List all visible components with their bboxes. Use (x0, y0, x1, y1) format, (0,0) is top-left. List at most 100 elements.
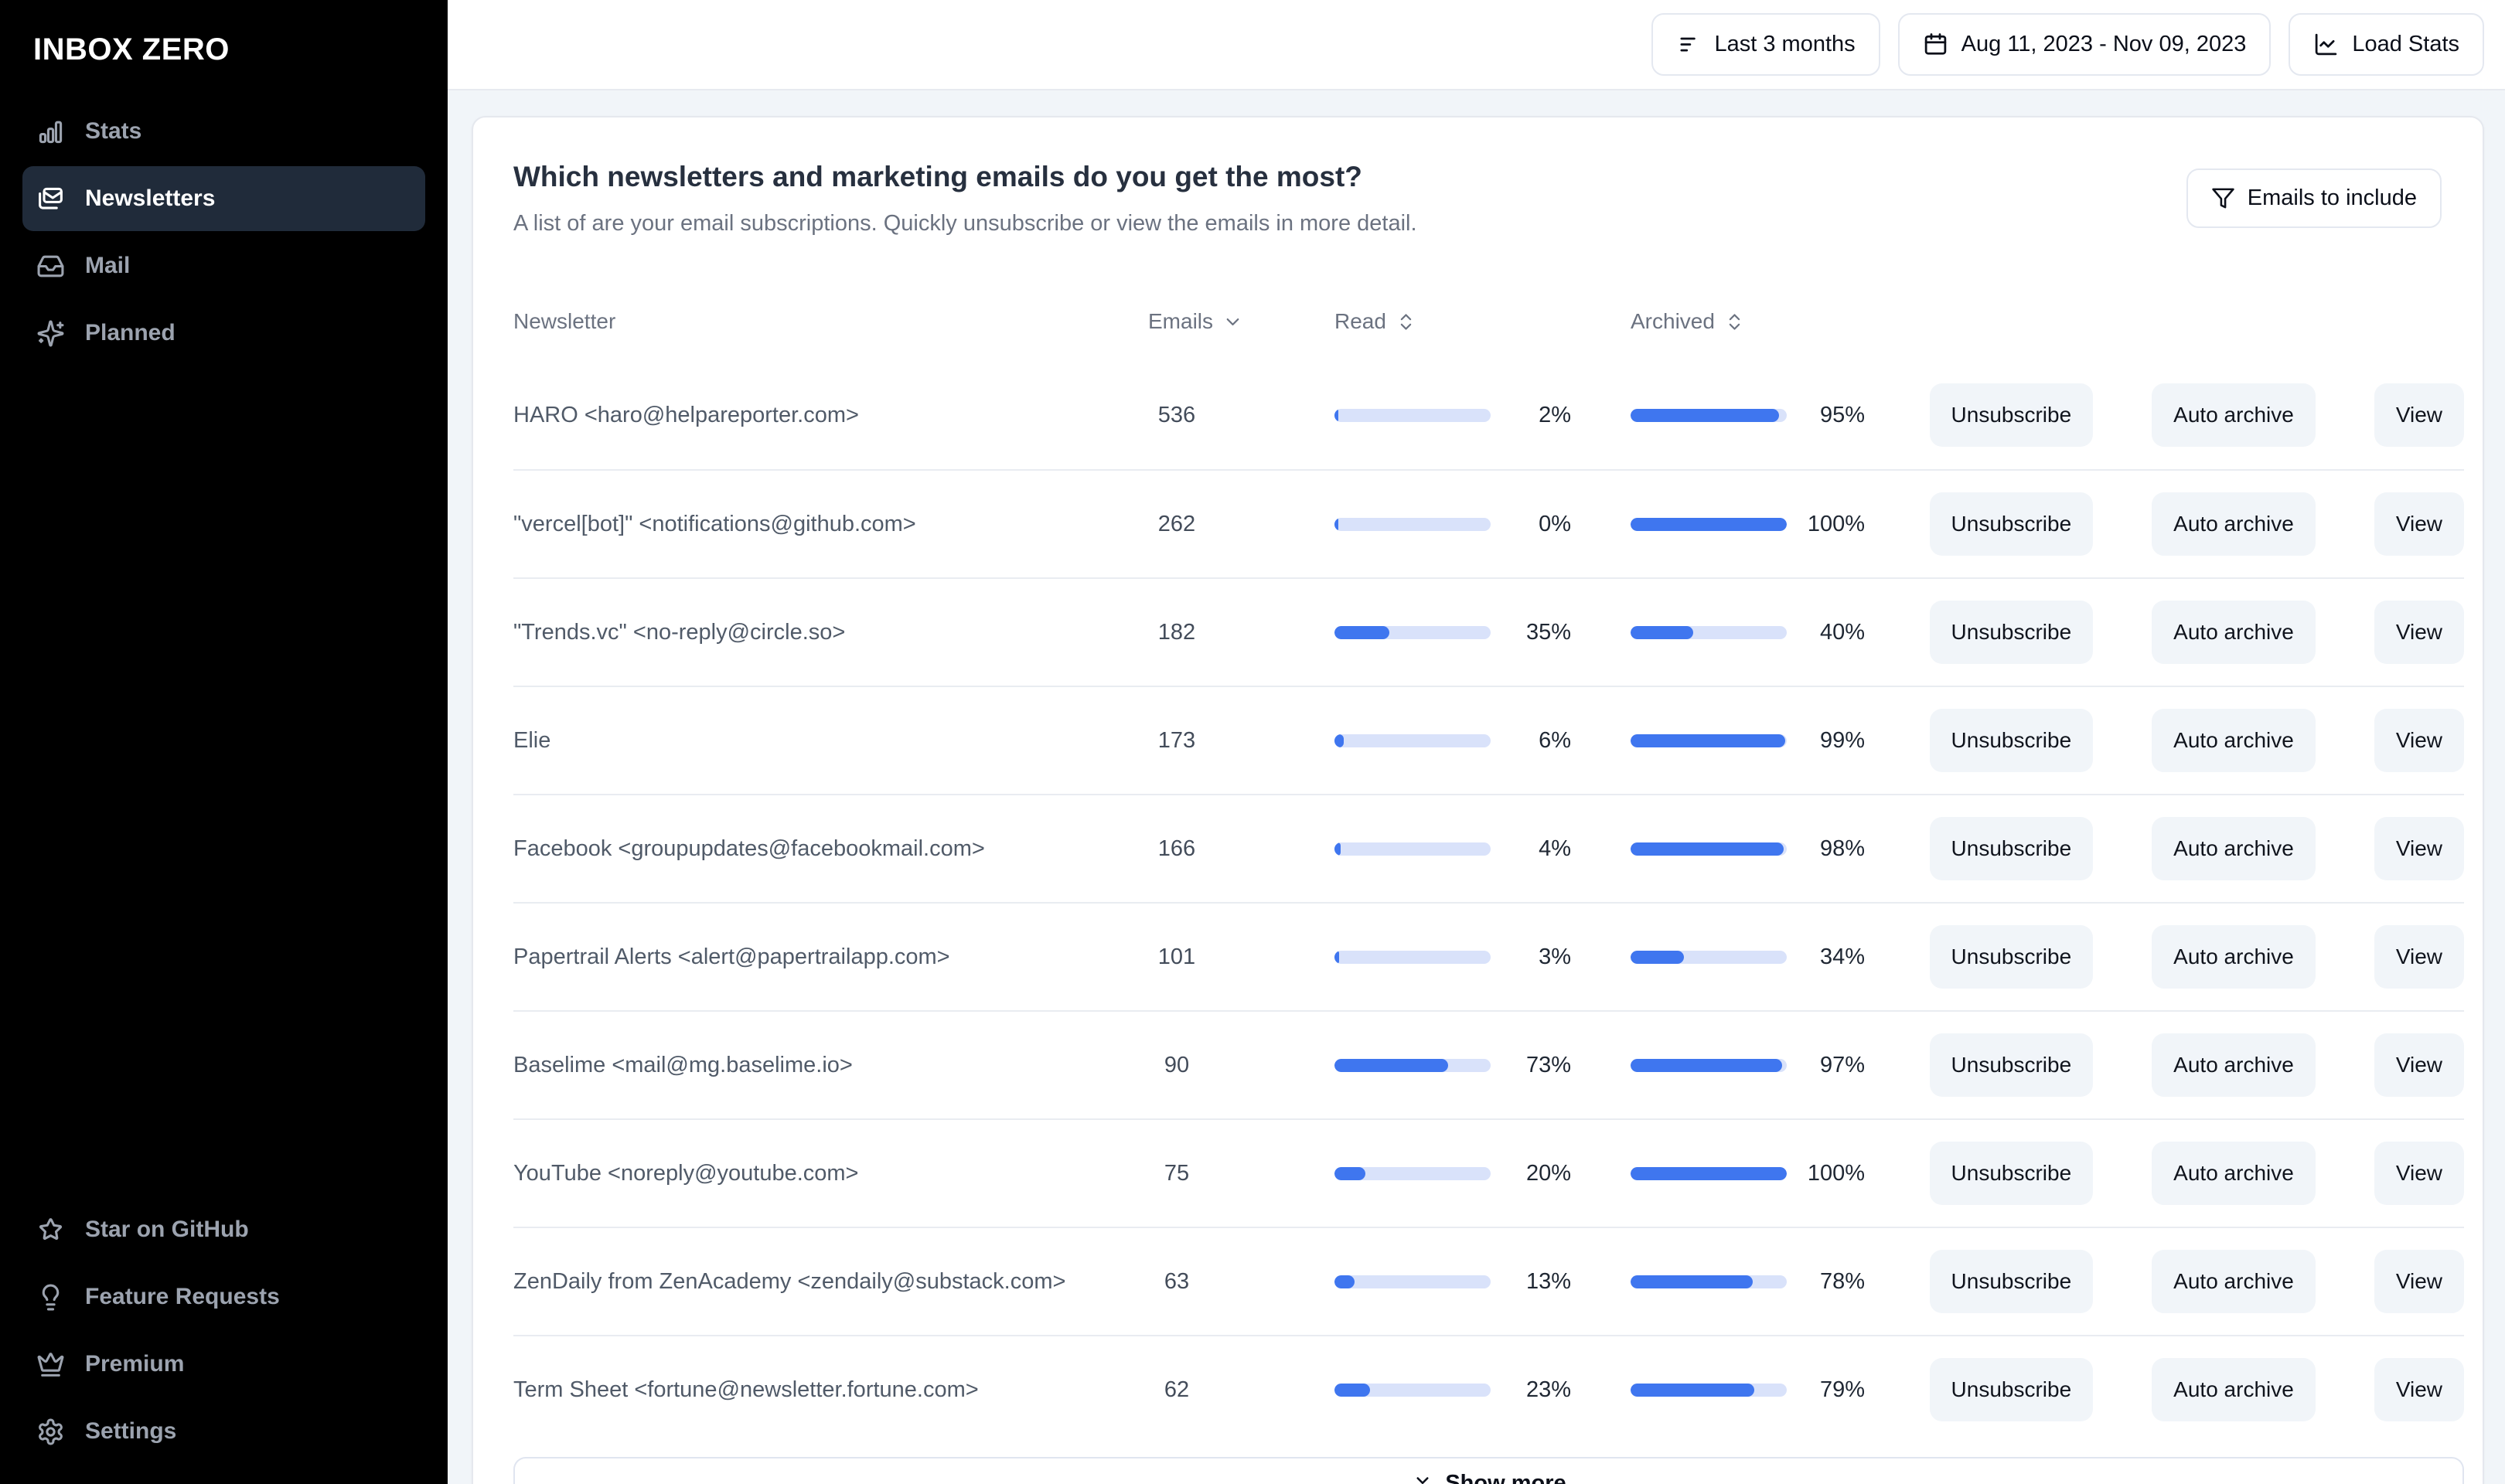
star-icon (36, 1216, 65, 1244)
unsubscribe-button[interactable]: Unsubscribe (1929, 1142, 2094, 1205)
table-row: Papertrail Alerts <alert@papertrailapp.c… (513, 902, 2464, 1010)
archived-progress-fill (1631, 408, 1779, 422)
auto-archive-button[interactable]: Auto archive (2152, 492, 2316, 556)
row-actions: Unsubscribe Auto archive View (1929, 1033, 2464, 1097)
archived-percent: 98% (1819, 836, 1865, 861)
chevrons-down-icon (1411, 1472, 1434, 1484)
emails-count: 536 (1157, 402, 1196, 427)
archived-percent: 34% (1819, 944, 1865, 969)
topbar-button-aug-11-2023-nov-09-2023[interactable]: Aug 11, 2023 - Nov 09, 2023 (1897, 13, 2272, 76)
newsletter-name: HARO <haro@helpareporter.com> (513, 402, 859, 427)
sidebar-item-feature-requests[interactable]: Feature Requests (22, 1264, 425, 1329)
read-percent: 4% (1539, 836, 1571, 861)
read-percent: 20% (1525, 1160, 1571, 1186)
archived-progress-bar (1631, 950, 1787, 964)
read-progress-bar (1334, 625, 1491, 639)
newsletter-name: Term Sheet <fortune@newsletter.fortune.c… (513, 1377, 979, 1402)
content-area: Which newsletters and marketing emails d… (448, 90, 2505, 1484)
view-button[interactable]: View (2374, 1033, 2464, 1097)
view-button[interactable]: View (2374, 925, 2464, 989)
chevron-down-icon (1222, 311, 1243, 332)
view-button[interactable]: View (2374, 383, 2464, 447)
unsubscribe-button[interactable]: Unsubscribe (1929, 383, 2094, 447)
unsubscribe-button[interactable]: Unsubscribe (1929, 1250, 2094, 1313)
sidebar-item-label: Newsletters (85, 186, 216, 211)
topbar-button-label: Load Stats (2352, 32, 2459, 56)
sidebar-item-label: Stats (85, 118, 142, 144)
emails-to-include-label: Emails to include (2247, 186, 2417, 210)
unsubscribe-button[interactable]: Unsubscribe (1929, 925, 2094, 989)
read-percent: 2% (1539, 402, 1571, 427)
view-button[interactable]: View (2374, 1250, 2464, 1313)
sidebar-item-newsletters[interactable]: Newsletters (22, 166, 425, 231)
view-button[interactable]: View (2374, 709, 2464, 772)
archived-progress-fill (1631, 625, 1693, 639)
auto-archive-button[interactable]: Auto archive (2152, 383, 2316, 447)
auto-archive-button[interactable]: Auto archive (2152, 1358, 2316, 1421)
sidebar-item-stats[interactable]: Stats (22, 99, 425, 164)
show-more-button[interactable]: Show more (513, 1457, 2464, 1484)
view-button[interactable]: View (2374, 1358, 2464, 1421)
unsubscribe-button[interactable]: Unsubscribe (1929, 709, 2094, 772)
view-button[interactable]: View (2374, 1142, 2464, 1205)
sidebar-item-mail[interactable]: Mail (22, 233, 425, 298)
row-actions: Unsubscribe Auto archive View (1929, 709, 2464, 772)
archived-progress-bar (1631, 1383, 1787, 1397)
column-header-label: Emails (1148, 309, 1214, 333)
unsubscribe-button[interactable]: Unsubscribe (1929, 1358, 2094, 1421)
unsubscribe-button[interactable]: Unsubscribe (1929, 601, 2094, 664)
table-row: Elie 173 6% 99% Unsubscribe Auto archive View (513, 686, 2464, 794)
auto-archive-button[interactable]: Auto archive (2152, 709, 2316, 772)
row-actions: Unsubscribe Auto archive View (1929, 1142, 2464, 1205)
sidebar-item-star-on-github[interactable]: Star on GitHub (22, 1197, 425, 1262)
sidebar-item-settings[interactable]: Settings (22, 1399, 425, 1464)
archived-progress-bar (1631, 1058, 1787, 1072)
table-row: HARO <haro@helpareporter.com> 536 2% 95% Uns… (513, 361, 2464, 469)
auto-archive-button[interactable]: Auto archive (2152, 1142, 2316, 1205)
newsletter-name: YouTube <noreply@youtube.com> (513, 1160, 859, 1186)
archived-percent: 97% (1819, 1052, 1865, 1077)
auto-archive-button[interactable]: Auto archive (2152, 1250, 2316, 1313)
main-column: Last 3 months Aug 11, 2023 - Nov 09, 2023… (448, 0, 2505, 1484)
auto-archive-button[interactable]: Auto archive (2152, 1033, 2316, 1097)
view-button[interactable]: View (2374, 492, 2464, 556)
unsubscribe-button[interactable]: Unsubscribe (1929, 492, 2094, 556)
archived-percent: 100% (1807, 1160, 1865, 1186)
sidebar-item-premium[interactable]: Premium (22, 1332, 425, 1397)
newsletter-name: Baselime <mail@mg.baselime.io> (513, 1052, 853, 1077)
funnel-icon (2211, 186, 2235, 210)
topbar-button-last-3-months[interactable]: Last 3 months (1651, 13, 1880, 76)
read-progress-bar (1334, 1275, 1491, 1288)
table-row: Facebook <groupupdates@facebookmail.com>… (513, 794, 2464, 902)
sidebar-item-planned[interactable]: Planned (22, 301, 425, 366)
unsubscribe-button[interactable]: Unsubscribe (1929, 1033, 2094, 1097)
topbar-button-load-stats[interactable]: Load Stats (2289, 13, 2484, 76)
column-header-read[interactable]: Read (1334, 309, 1571, 334)
emails-to-include-button[interactable]: Emails to include (2186, 168, 2442, 228)
archived-percent: 99% (1819, 727, 1865, 753)
row-actions: Unsubscribe Auto archive View (1929, 1358, 2464, 1421)
app-logo: INBOX ZERO (33, 32, 230, 66)
archived-progress-bar (1631, 408, 1787, 422)
show-more-label: Show more (1445, 1471, 1566, 1484)
archived-progress-fill (1631, 517, 1787, 531)
column-header-archived[interactable]: Archived (1631, 309, 1865, 334)
archived-percent: 40% (1819, 619, 1865, 645)
read-percent: 6% (1539, 727, 1571, 753)
sidebar-spacer (22, 366, 425, 1197)
view-button[interactable]: View (2374, 601, 2464, 664)
auto-archive-button[interactable]: Auto archive (2152, 817, 2316, 880)
table-body: HARO <haro@helpareporter.com> 536 2% 95% Uns… (513, 361, 2464, 1443)
view-button[interactable]: View (2374, 817, 2464, 880)
archived-progress-fill (1631, 950, 1684, 964)
auto-archive-button[interactable]: Auto archive (2152, 925, 2316, 989)
read-progress-fill (1334, 1058, 1449, 1072)
emails-count: 101 (1157, 944, 1196, 969)
auto-archive-button[interactable]: Auto archive (2152, 601, 2316, 664)
unsubscribe-button[interactable]: Unsubscribe (1929, 817, 2094, 880)
read-percent: 35% (1525, 619, 1571, 645)
row-actions: Unsubscribe Auto archive View (1929, 925, 2464, 989)
column-header-emails[interactable]: Emails (1113, 309, 1241, 334)
sidebar-item-label: Feature Requests (85, 1284, 280, 1309)
bulb-icon (36, 1283, 65, 1312)
